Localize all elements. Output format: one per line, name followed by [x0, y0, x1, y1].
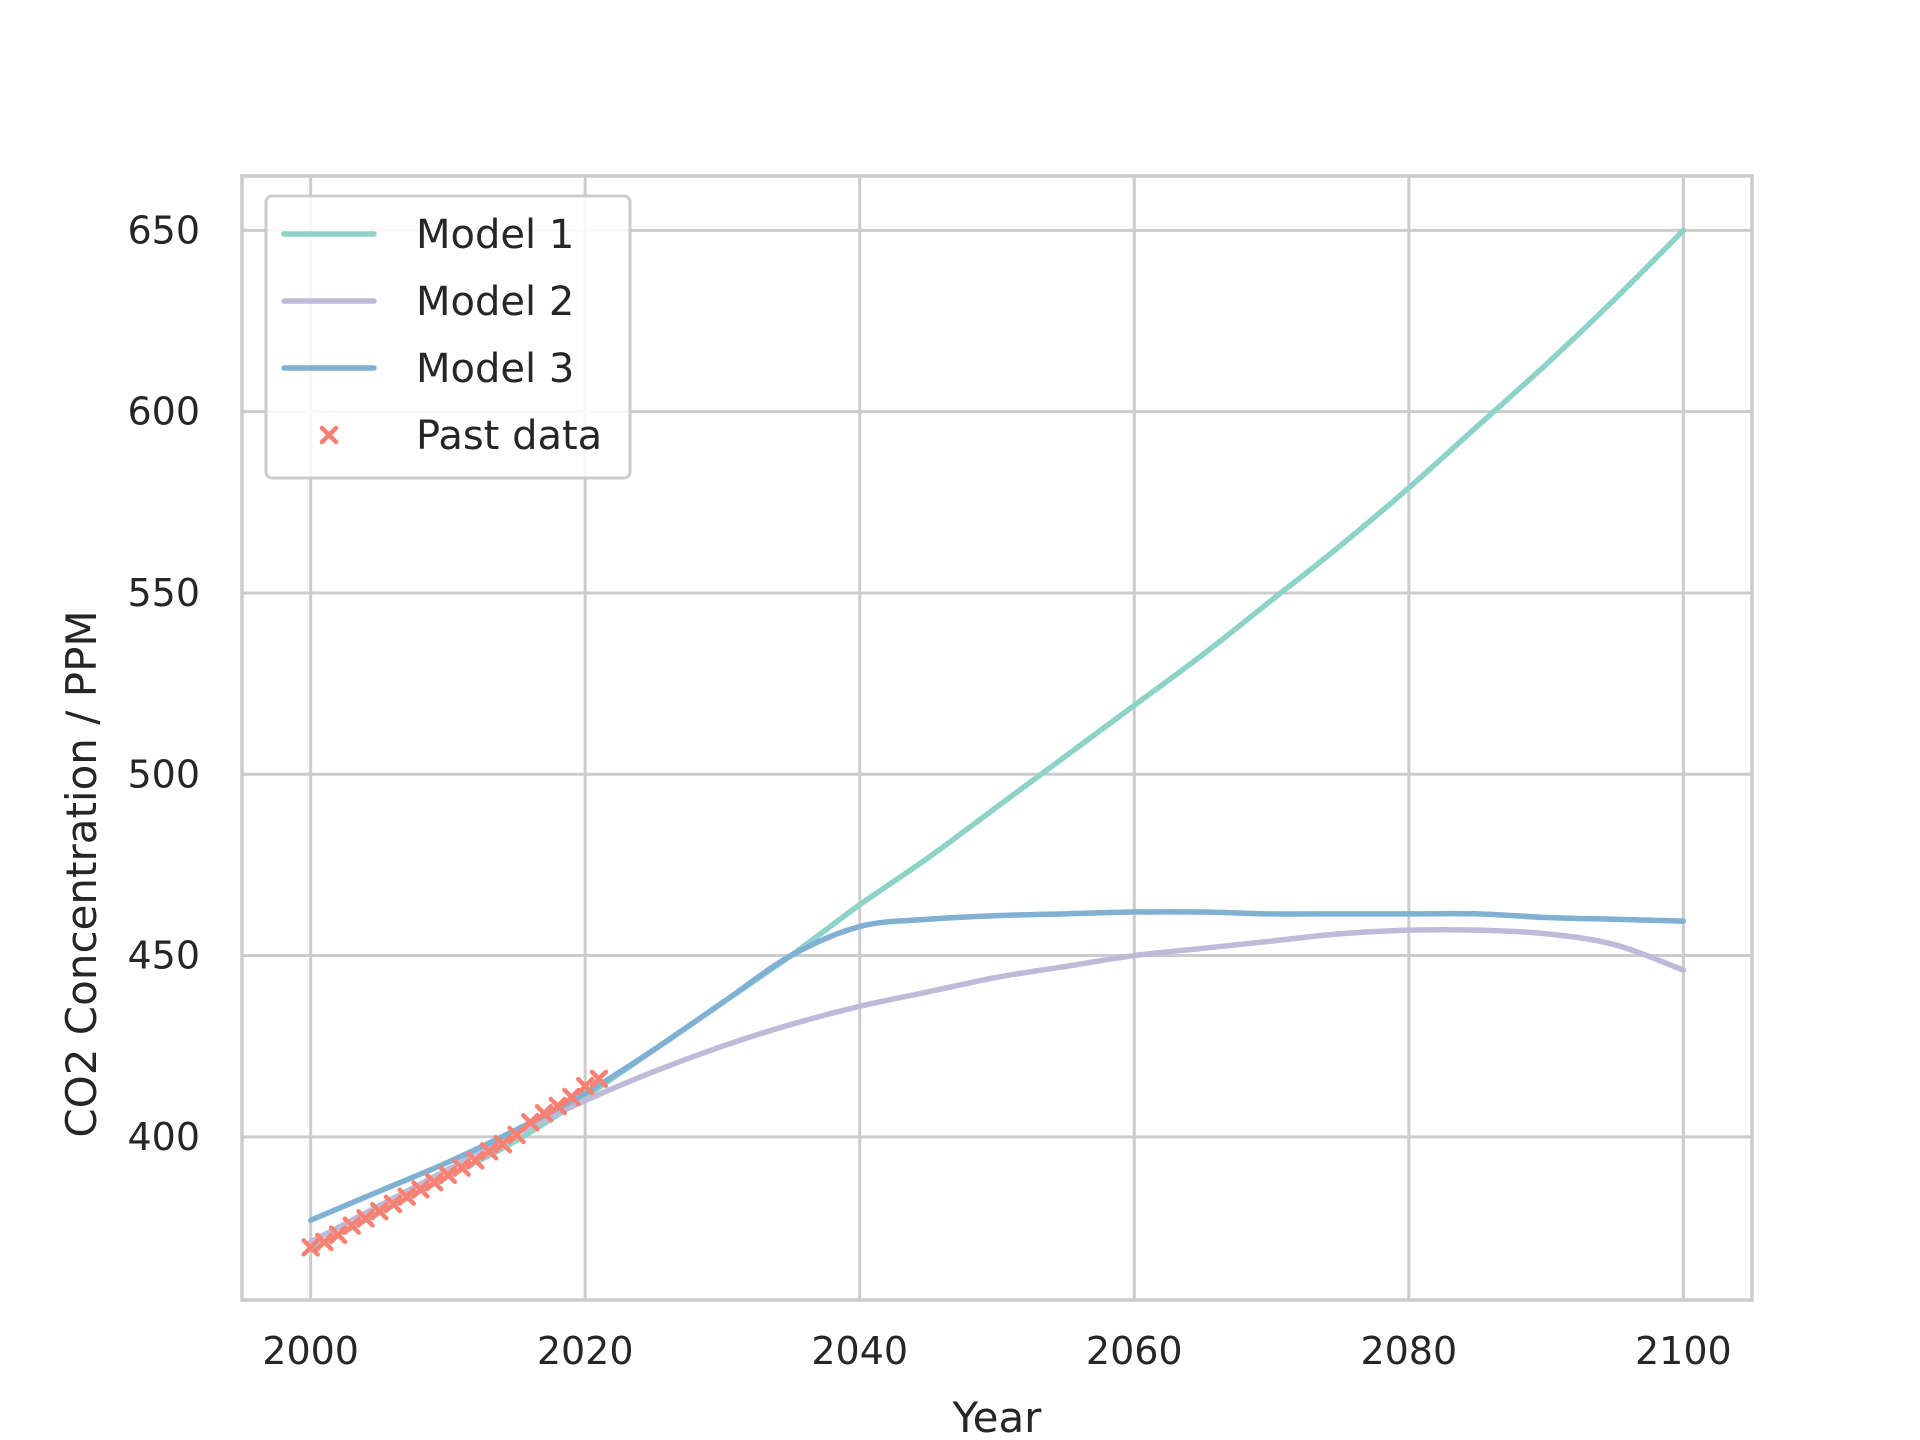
legend-label-model-3: Model 3 — [416, 346, 574, 392]
data-point-past-data-2018 — [548, 1096, 567, 1116]
y-tick-label-650: 650 — [127, 208, 200, 252]
y-axis-label: CO2 Concentration / PPM — [57, 610, 106, 1137]
legend-item-past-data: Past data — [319, 413, 602, 459]
legend-item-model-3: Model 3 — [281, 346, 574, 392]
legend-swatch-past-data — [319, 425, 339, 445]
data-point-past-data-2014 — [493, 1134, 513, 1154]
x-axis-label: Year — [952, 1393, 1043, 1440]
x-tick-label-2060: 2060 — [1086, 1329, 1183, 1373]
data-point-past-data-2001 — [315, 1232, 334, 1252]
x-tick-label-2040: 2040 — [811, 1329, 908, 1373]
data-point-past-data-2021 — [589, 1069, 609, 1089]
plot-frame — [240, 174, 1754, 1302]
data-point-past-data-2006 — [383, 1194, 403, 1214]
data-point-past-data-2017 — [534, 1104, 554, 1123]
legend-box — [264, 194, 632, 480]
x-tick-label-2000: 2000 — [262, 1329, 359, 1373]
data-point-past-data-2004 — [356, 1209, 375, 1228]
data-point-past-data-2002 — [328, 1225, 348, 1244]
series-line-model-2 — [307, 926, 1687, 1245]
legend-label-model-2: Model 2 — [416, 279, 574, 325]
data-point-past-data-2012 — [466, 1151, 485, 1170]
data-point-past-data-2013 — [479, 1142, 499, 1161]
legend-item-model-2: Model 2 — [281, 279, 574, 325]
data-point-past-data-2005 — [370, 1201, 389, 1221]
legend-label-model-1: Model 1 — [416, 212, 574, 258]
data-point-past-data-2000 — [301, 1238, 320, 1257]
y-tick-label-500: 500 — [127, 752, 200, 796]
data-point-past-data-2009 — [424, 1172, 444, 1192]
data-point-past-data-2008 — [411, 1180, 430, 1199]
x-tick-label-2020: 2020 — [537, 1329, 634, 1373]
y-tick-label-450: 450 — [127, 934, 200, 978]
y-tick-label-400: 400 — [127, 1115, 200, 1159]
data-point-past-data-2003 — [342, 1216, 362, 1235]
y-tick-label-550: 550 — [127, 571, 200, 615]
series-points-past-data — [301, 1069, 609, 1257]
series-layer — [301, 227, 1687, 1257]
data-point-past-data-2010 — [438, 1165, 458, 1185]
x-tick-label-2100: 2100 — [1635, 1329, 1732, 1373]
data-point-past-data-2015 — [507, 1125, 526, 1145]
data-point-past-data-2016 — [521, 1113, 540, 1132]
data-point-past-data-2007 — [397, 1187, 416, 1206]
tick-labels: 2000 2020 2040 2060 2080 2100 400 450 500 550 600 6… — [127, 208, 1731, 1373]
x-tick-label-2080: 2080 — [1360, 1329, 1457, 1373]
legend: Model 1 Model 2 Model 3 Past data — [264, 194, 632, 480]
data-point-past-data-2020 — [575, 1076, 595, 1096]
grid — [242, 176, 1752, 1300]
data-point-past-data-2011 — [452, 1158, 471, 1177]
legend-label-past-data: Past data — [416, 413, 602, 459]
legend-item-model-1: Model 1 — [281, 212, 574, 258]
y-tick-label-600: 600 — [127, 390, 200, 434]
